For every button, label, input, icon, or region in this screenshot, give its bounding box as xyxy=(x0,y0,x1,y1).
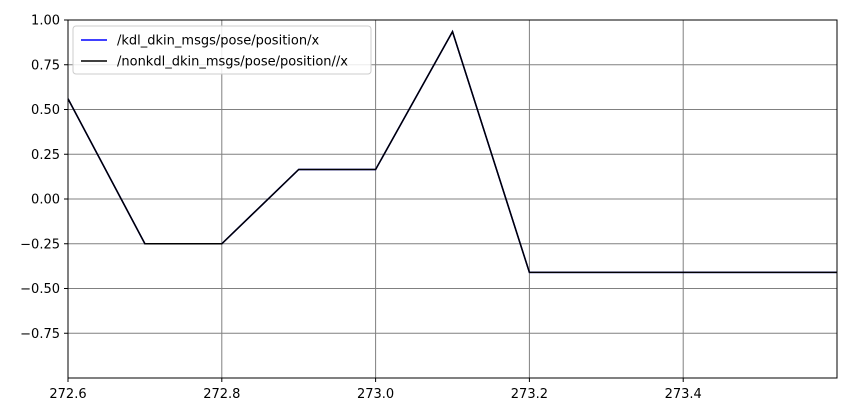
series-line-2 xyxy=(67,29,837,274)
x-tick-label: 273.2 xyxy=(511,387,548,402)
y-tick-label: 0.75 xyxy=(31,58,60,73)
x-tick-label: 272.6 xyxy=(49,387,86,402)
y-tick-label: −0.50 xyxy=(20,282,60,297)
y-tick-label: 1.00 xyxy=(31,14,60,29)
y-tick-label: −0.75 xyxy=(20,327,60,342)
x-tick-label: 272.8 xyxy=(203,387,240,402)
x-tick-label: 273.4 xyxy=(665,387,702,402)
x-tick-label: 273.0 xyxy=(357,387,394,402)
legend-box xyxy=(72,25,372,75)
legend-label: /nonkdl_dkin_msgs/pose/position//x xyxy=(117,55,348,70)
y-tick-label: 0.00 xyxy=(31,193,60,208)
axis-ticks: 272.6 272.8 273.0 273.2 273.4 1.00 0.75 0.50 0.2… xyxy=(20,14,702,403)
series-layer xyxy=(67,29,837,274)
y-tick-label: 0.25 xyxy=(31,148,60,163)
legend-label: /kdl_dkin_msgs/pose/position/x xyxy=(117,34,319,49)
legend: /kdl_dkin_msgs/pose/position/x/nonkdl_dk… xyxy=(72,25,372,75)
y-tick-label: −0.25 xyxy=(20,237,60,252)
y-tick-label: 0.50 xyxy=(31,103,60,118)
